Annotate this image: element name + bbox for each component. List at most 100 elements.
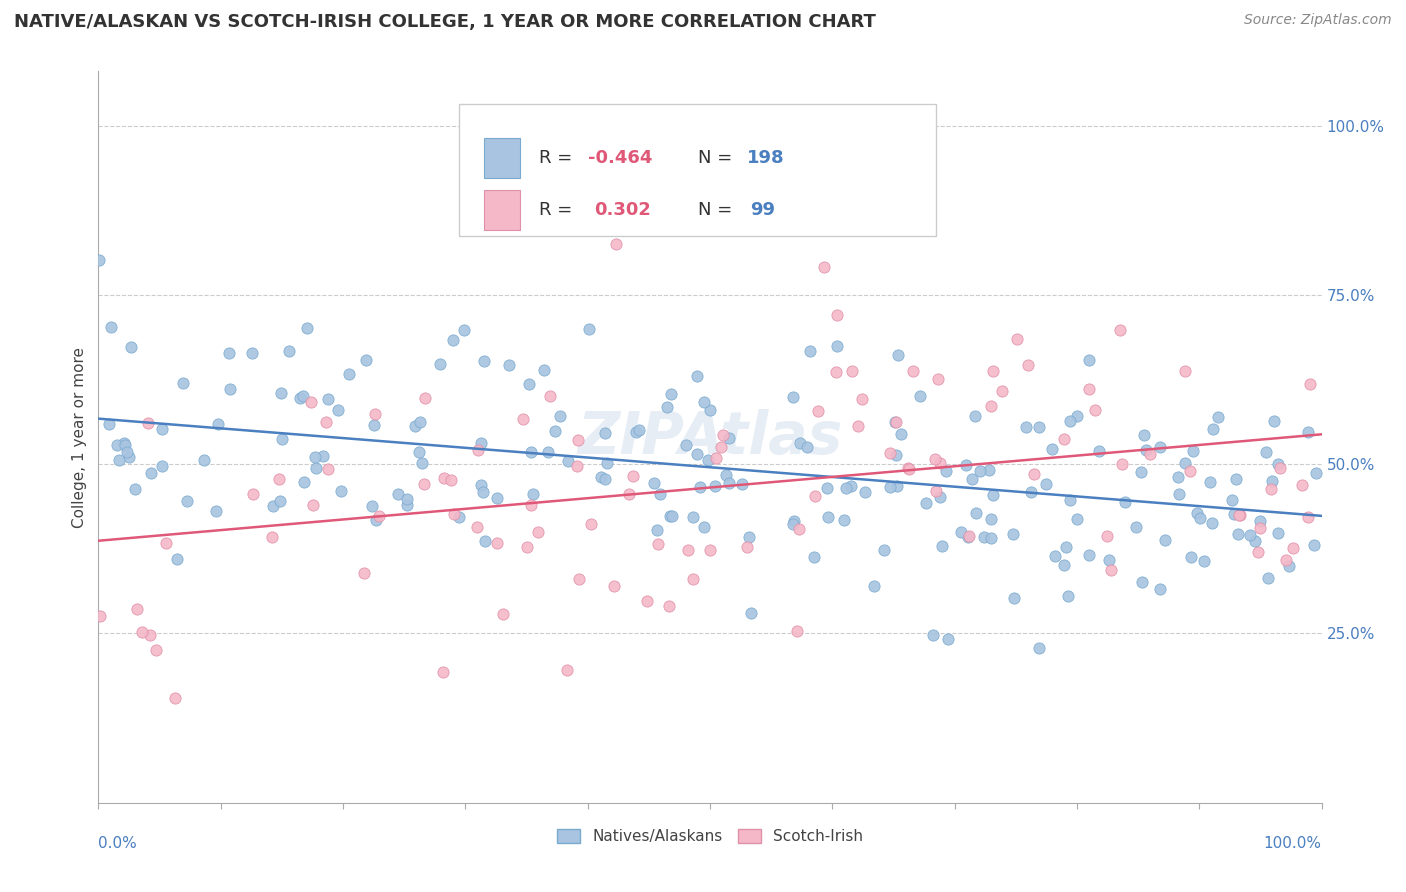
Point xyxy=(1223,507,1246,521)
Point xyxy=(782,390,804,404)
Point xyxy=(619,486,641,500)
Text: R =: R = xyxy=(538,149,578,167)
Point xyxy=(297,321,319,335)
Point xyxy=(863,579,886,593)
Point xyxy=(443,507,465,521)
Point xyxy=(1059,493,1081,508)
Text: 198: 198 xyxy=(747,149,785,167)
Point xyxy=(1182,444,1205,458)
Point xyxy=(363,407,385,421)
Text: 99: 99 xyxy=(751,201,775,219)
Text: NATIVE/ALASKAN VS SCOTCH-IRISH COLLEGE, 1 YEAR OR MORE CORRELATION CHART: NATIVE/ALASKAN VS SCOTCH-IRISH COLLEGE, … xyxy=(14,13,876,31)
Point xyxy=(408,445,430,459)
Point xyxy=(527,525,550,540)
Point xyxy=(1263,414,1285,428)
Point xyxy=(367,509,389,524)
Point xyxy=(1109,323,1132,337)
Point xyxy=(675,438,697,452)
Point xyxy=(533,363,555,377)
Point xyxy=(139,467,162,481)
Point xyxy=(316,392,339,406)
Point xyxy=(897,461,920,475)
Point xyxy=(105,438,128,452)
Point xyxy=(991,384,1014,398)
Point xyxy=(408,415,430,429)
Point xyxy=(555,663,578,677)
Point xyxy=(1180,550,1202,565)
Point xyxy=(337,367,360,381)
Point xyxy=(884,448,907,462)
Point xyxy=(1167,487,1189,501)
Point xyxy=(467,442,489,457)
Point xyxy=(1225,472,1247,486)
Point xyxy=(655,401,678,415)
Point xyxy=(364,513,387,527)
Point xyxy=(1267,458,1289,472)
Legend: Natives/Alaskans, Scotch-Irish: Natives/Alaskans, Scotch-Irish xyxy=(551,822,869,850)
Point xyxy=(796,440,818,454)
Point xyxy=(813,260,835,275)
Point xyxy=(693,395,716,409)
Point xyxy=(603,579,626,593)
Point xyxy=(957,529,980,543)
Point xyxy=(429,357,451,371)
Point xyxy=(107,453,129,467)
Point xyxy=(578,322,600,336)
Point xyxy=(290,392,312,406)
Point xyxy=(1305,466,1327,480)
Point xyxy=(1149,582,1171,596)
FancyBboxPatch shape xyxy=(484,137,520,178)
Point xyxy=(204,504,226,518)
Point xyxy=(150,422,173,436)
Point xyxy=(579,517,602,532)
Point xyxy=(520,445,543,459)
Point xyxy=(591,469,613,483)
Point xyxy=(114,438,136,452)
Point xyxy=(269,493,291,508)
Point xyxy=(1239,528,1261,542)
Point xyxy=(915,496,938,510)
Point xyxy=(1174,456,1197,470)
Point xyxy=(980,399,1002,413)
Point xyxy=(980,531,1002,545)
Point xyxy=(413,477,436,491)
Point xyxy=(804,490,827,504)
Point xyxy=(1043,549,1066,563)
Point xyxy=(973,530,995,544)
Point xyxy=(928,490,950,504)
Point xyxy=(1257,571,1279,585)
Point xyxy=(318,462,340,476)
Point xyxy=(1095,529,1118,543)
Point xyxy=(1066,512,1088,526)
Point xyxy=(1101,563,1123,577)
Point xyxy=(1057,589,1080,603)
Point xyxy=(485,491,508,505)
Point xyxy=(292,475,315,490)
Point xyxy=(240,346,263,360)
Point xyxy=(267,472,290,486)
Point xyxy=(97,417,120,432)
Point xyxy=(127,602,149,616)
Point xyxy=(522,486,544,500)
Point xyxy=(492,607,515,622)
Text: N =: N = xyxy=(697,201,744,219)
Point xyxy=(440,473,463,487)
Point xyxy=(260,530,283,544)
Point xyxy=(498,358,520,372)
Point xyxy=(659,509,682,524)
Text: ZIPAtlas: ZIPAtlas xyxy=(578,409,842,466)
Point xyxy=(1059,414,1081,428)
Point xyxy=(1296,510,1319,524)
Point xyxy=(326,403,349,417)
Point xyxy=(172,376,194,391)
Point xyxy=(1188,511,1211,525)
Point xyxy=(873,543,896,558)
Point xyxy=(884,415,907,429)
Point xyxy=(908,389,931,403)
Point xyxy=(886,478,908,492)
Point xyxy=(353,566,375,581)
Point xyxy=(1004,591,1026,606)
Point xyxy=(901,364,924,378)
Point xyxy=(305,461,328,475)
Text: 100.0%: 100.0% xyxy=(1264,836,1322,851)
